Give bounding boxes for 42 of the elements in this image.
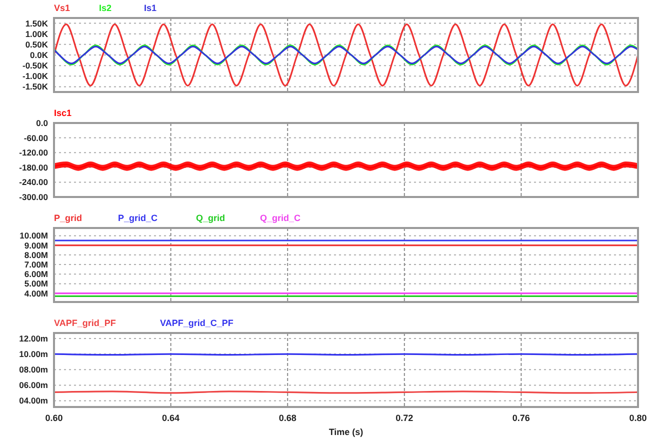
y-tick-label: -1.50K <box>22 82 49 92</box>
y-tick-label: 4.00M <box>24 288 48 298</box>
x-tick-label: 0.60 <box>45 413 63 423</box>
y-tick-label: 08.00m <box>19 364 48 375</box>
series-label: Vs1 <box>54 3 70 13</box>
y-tick-label: -1.00K <box>22 71 49 82</box>
y-tick-label: 0.50K <box>25 39 49 50</box>
text: VAPF_grid_PF <box>54 318 116 328</box>
x-axis-title: Time (s) <box>328 427 364 437</box>
y-tick-label: 7.00M <box>24 259 48 270</box>
text: Is2 <box>99 3 112 13</box>
x-tick-label: 0.72 <box>396 413 414 423</box>
y-tick-label: 1.00K <box>25 28 49 39</box>
y-tick-label: 6.00M <box>24 269 48 280</box>
text: Is1 <box>144 3 157 13</box>
y-tick-label: 9.00M <box>24 240 48 250</box>
y-tick-label: 0.0 <box>36 118 48 128</box>
y-tick-label: -180.00 <box>19 162 48 172</box>
y-tick-label: -120.00 <box>19 148 48 158</box>
x-tick-label: 0.64 <box>162 413 180 423</box>
y-tick-label: 1.50K <box>25 18 49 28</box>
y-tick-label: 06.00m <box>19 380 48 390</box>
y-tick-label: 10.00M <box>20 230 48 241</box>
y-tick-label: -0.50K <box>22 60 49 71</box>
text: Q_grid <box>196 213 226 223</box>
x-tick-label: 0.76 <box>512 413 530 423</box>
y-tick-label: -300.00 <box>19 192 48 202</box>
y-tick-label: 8.00M <box>24 250 48 260</box>
series-label: P_grid_C <box>118 213 158 223</box>
y-tick-label: 04.00m <box>19 396 48 406</box>
x-tick-label: 0.68 <box>278 413 296 423</box>
y-tick-label: 10.00m <box>19 349 48 360</box>
text: Isc1 <box>54 108 72 118</box>
y-tick-label: -240.00 <box>19 177 48 188</box>
text: P_grid <box>54 213 82 223</box>
y-tick-label: 0.0K <box>30 50 49 60</box>
y-tick-label: 5.00M <box>24 278 48 289</box>
text: Q_grid_C <box>260 213 302 223</box>
y-tick-label: 12.00m <box>19 333 48 344</box>
x-tick-label: 0.80 <box>629 413 647 423</box>
y-tick-label: -60.00 <box>24 132 48 143</box>
text: VAPF_grid_C_PF <box>160 318 234 328</box>
